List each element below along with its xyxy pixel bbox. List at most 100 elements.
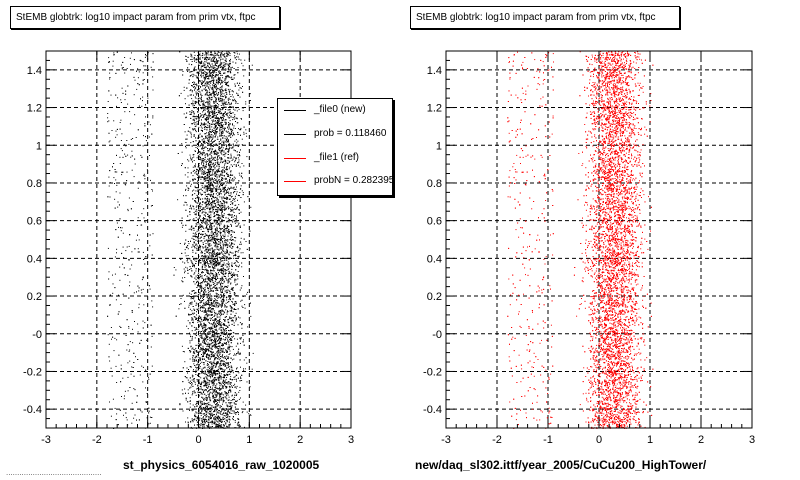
data-point: [222, 380, 224, 382]
data-point: [233, 255, 234, 257]
data-point: [193, 239, 195, 240]
data-point: [209, 94, 211, 95]
data-point: [207, 120, 209, 122]
data-point: [218, 243, 219, 245]
data-point: [229, 378, 231, 380]
data-point: [221, 414, 223, 416]
data-point: [216, 61, 218, 63]
data-point: [205, 72, 207, 74]
data-point: [213, 360, 215, 362]
data-point: [213, 92, 215, 94]
data-point: [220, 79, 222, 81]
data-point: [198, 88, 200, 90]
data-point: [203, 100, 205, 102]
data-point: [123, 398, 125, 400]
data-point: [215, 347, 217, 349]
data-point: [197, 361, 199, 363]
data-point: [249, 414, 251, 416]
data-point: [218, 249, 220, 251]
data-point: [233, 186, 235, 188]
data-point: [224, 418, 226, 420]
data-point: [220, 99, 222, 101]
data-point: [238, 413, 239, 415]
data-point: [215, 84, 217, 85]
data-point: [219, 381, 221, 383]
data-point: [220, 158, 222, 160]
data-point: [216, 410, 218, 412]
data-point: [146, 339, 148, 341]
data-point: [221, 166, 223, 168]
data-point: [191, 58, 193, 60]
data-point: [204, 211, 206, 213]
data-point: [198, 307, 200, 309]
data-point: [229, 94, 231, 95]
data-point: [220, 95, 222, 97]
data-point: [228, 337, 230, 339]
data-point: [233, 125, 235, 127]
data-point: [198, 395, 200, 397]
data-point: [220, 383, 222, 385]
data-point: [200, 101, 202, 103]
data-point: [215, 133, 217, 135]
data-point: [214, 61, 216, 63]
data-point: [203, 420, 205, 422]
data-point: [134, 321, 135, 322]
data-point: [204, 258, 206, 260]
data-point: [116, 339, 118, 341]
data-point: [222, 187, 224, 189]
data-point: [202, 117, 204, 118]
data-point: [217, 136, 219, 138]
data-point: [213, 423, 215, 425]
data-point: [107, 117, 109, 119]
data-point: [198, 249, 200, 251]
data-point: [140, 224, 142, 226]
data-point: [183, 89, 185, 91]
data-point: [211, 179, 213, 181]
data-point: [198, 116, 200, 118]
data-point: [192, 355, 194, 357]
data-point: [227, 334, 229, 335]
data-point: [228, 52, 230, 53]
data-point: [212, 120, 214, 122]
data-point: [207, 412, 209, 414]
data-point: [152, 306, 154, 308]
data-point: [230, 144, 232, 146]
data-point: [219, 261, 221, 263]
data-point: [204, 246, 206, 248]
data-point: [204, 311, 206, 313]
data-point: [229, 120, 231, 122]
data-point: [201, 412, 202, 414]
data-point: [207, 177, 209, 179]
data-point: [206, 303, 207, 305]
data-point: [197, 175, 199, 176]
data-point: [218, 146, 220, 147]
data-point: [194, 126, 196, 127]
data-point: [219, 188, 221, 190]
data-point: [231, 160, 233, 161]
data-point: [209, 137, 211, 139]
data-point: [215, 69, 217, 71]
data-point: [206, 284, 208, 286]
data-point: [213, 179, 215, 181]
data-point: [146, 417, 148, 419]
data-point: [240, 300, 242, 302]
data-point: [233, 293, 235, 295]
data-point: [220, 235, 222, 237]
data-point: [179, 304, 181, 305]
data-points: [107, 51, 254, 429]
data-point: [194, 83, 196, 85]
data-point: [201, 311, 203, 312]
data-point: [200, 322, 202, 324]
data-point: [242, 252, 244, 254]
data-point: [215, 72, 217, 74]
data-point: [134, 163, 136, 165]
data-point: [208, 382, 210, 384]
data-point: [204, 290, 206, 291]
data-point: [207, 126, 209, 128]
data-point: [226, 421, 228, 423]
data-point: [241, 190, 243, 192]
data-point: [210, 288, 212, 290]
data-point: [195, 171, 197, 173]
data-point: [184, 249, 186, 251]
data-point: [124, 395, 125, 397]
